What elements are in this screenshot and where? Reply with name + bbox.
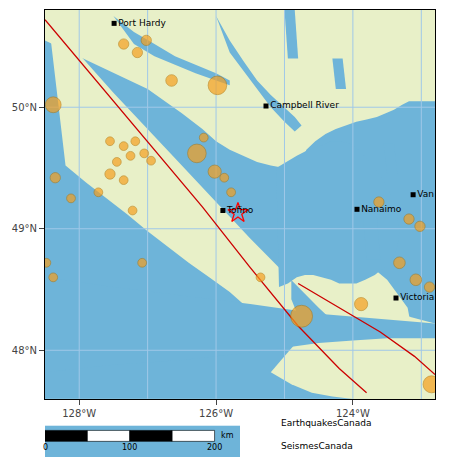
svg-text:100: 100	[122, 443, 137, 452]
svg-text:km: km	[221, 431, 234, 440]
svg-text:SeismesCanada: SeismesCanada	[281, 441, 353, 451]
svg-text:124°W: 124°W	[336, 408, 370, 419]
svg-text:128°W: 128°W	[62, 408, 96, 419]
svg-text:50°N: 50°N	[12, 102, 37, 113]
svg-text:126°W: 126°W	[199, 408, 233, 419]
svg-text:Tofino: Tofino	[226, 205, 254, 215]
svg-text:Van: Van	[417, 189, 434, 199]
svg-text:Nanaimo: Nanaimo	[361, 204, 402, 214]
svg-text:EarthquakesCanada: EarthquakesCanada	[281, 418, 371, 428]
svg-text:0: 0	[43, 443, 48, 452]
svg-text:48°N: 48°N	[12, 345, 37, 356]
svg-text:Port Hardy: Port Hardy	[118, 18, 166, 28]
svg-text:200: 200	[207, 443, 222, 452]
svg-text:Victoria: Victoria	[400, 292, 434, 302]
svg-text:49°N: 49°N	[12, 223, 37, 234]
svg-text:Campbell River: Campbell River	[270, 100, 339, 110]
